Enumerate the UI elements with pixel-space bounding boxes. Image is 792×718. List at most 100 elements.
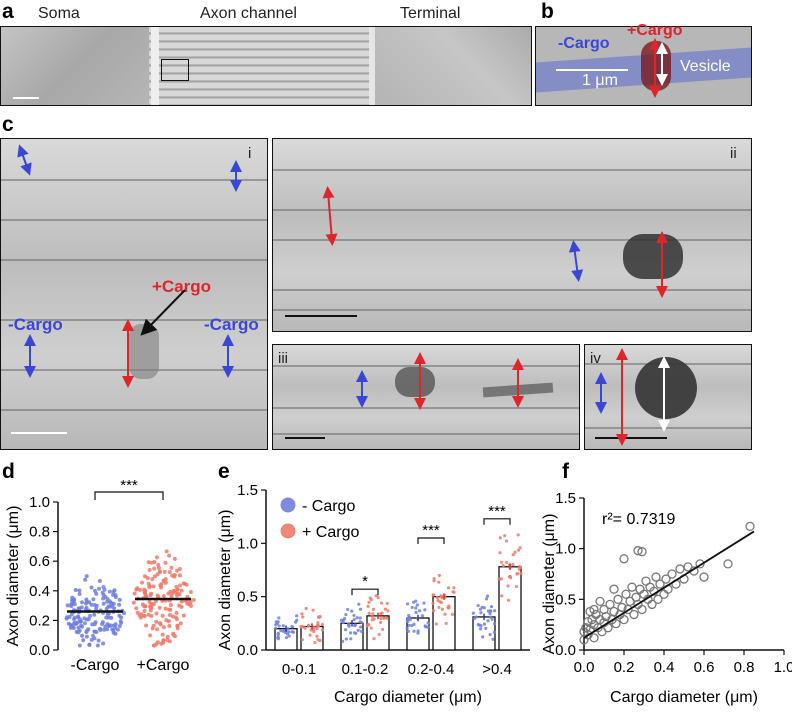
d-point [178, 583, 183, 588]
e-point [304, 606, 308, 611]
d-point [147, 585, 152, 590]
e-point [276, 635, 280, 640]
d-point [167, 570, 172, 575]
d-point [71, 625, 76, 630]
c-minus-cargo-right-label: -Cargo [204, 315, 259, 334]
e-point [416, 631, 420, 635]
e-point [356, 628, 360, 632]
d-point [149, 591, 154, 596]
e-point [440, 607, 445, 611]
d-point [155, 627, 160, 632]
f-point [745, 521, 755, 532]
e-point [287, 630, 291, 634]
d-point [150, 577, 155, 582]
e-point [431, 593, 435, 597]
d-point [117, 623, 122, 628]
e-point [517, 564, 522, 569]
f-xtick-label: 0.8 [734, 659, 755, 676]
e-point [497, 577, 501, 581]
e-point [440, 596, 444, 600]
e-point [371, 612, 375, 616]
f-point [611, 619, 621, 629]
e-point [509, 576, 513, 580]
e-point [476, 603, 480, 608]
e-point [482, 622, 487, 626]
d-point [77, 643, 82, 648]
d-point [95, 643, 100, 648]
scale-bar-a [13, 97, 39, 99]
d-point [158, 622, 163, 627]
d-point [111, 628, 116, 633]
e-point [342, 617, 347, 621]
chart-d: 0.0 0.2 0.4 0.6 0.8 1.0 Axon diameter (μm) -Car… [5, 477, 196, 674]
e-point [276, 620, 280, 624]
d-point [91, 597, 96, 602]
d-point [160, 613, 165, 618]
e-point [488, 611, 492, 616]
d-point [94, 603, 99, 608]
sublabel-iii: iii [278, 350, 288, 367]
e-point [320, 628, 324, 632]
d-sig-label: *** [120, 477, 138, 494]
e-point [379, 616, 383, 621]
d-point [104, 615, 109, 620]
d-point [117, 597, 122, 602]
f-fit-line [583, 530, 755, 639]
panel-label-b: b [541, 0, 554, 23]
d-point [89, 585, 94, 590]
d-point [119, 620, 124, 625]
d-point [149, 602, 154, 607]
d-point [70, 598, 75, 603]
f-point [629, 609, 639, 620]
d-point [92, 636, 97, 641]
d-point [110, 601, 115, 606]
e-ytick-label: 0.5 [237, 589, 258, 606]
sublabel-i: i [248, 145, 252, 162]
b-scale-label: 1 μm [582, 72, 618, 89]
e-point [407, 623, 411, 627]
d-point [143, 604, 148, 609]
d-xtick-label: -Cargo [71, 657, 120, 674]
e-point [414, 606, 418, 610]
d-point [80, 633, 85, 638]
d-point [132, 591, 137, 596]
f-xtick-label: 0.4 [654, 659, 675, 676]
d-point [188, 590, 193, 595]
f-point [699, 572, 709, 582]
e-point [344, 637, 348, 641]
e-point [315, 627, 319, 631]
panel-label-d: d [2, 460, 15, 483]
e-point [513, 550, 517, 554]
e-sig-bracket [351, 588, 379, 596]
e-point [414, 610, 418, 614]
e-bar [366, 615, 390, 651]
e-ytick-label: 1.5 [237, 482, 258, 499]
panel-label-a: a [2, 0, 14, 23]
d-point [76, 614, 81, 619]
d-point [69, 604, 74, 609]
e-point [274, 626, 278, 630]
e-point [380, 627, 385, 632]
d-point [92, 612, 97, 617]
e-ytick-label: 1.0 [237, 535, 258, 552]
e-point [380, 601, 384, 605]
e-point [511, 553, 515, 557]
f-point [617, 602, 627, 613]
e-point [306, 623, 311, 627]
e-legend-label: - Cargo [302, 498, 355, 515]
f-point [653, 594, 663, 604]
d-point [85, 628, 90, 633]
e-point [385, 601, 389, 606]
d-point [107, 604, 112, 609]
f-ytick-label: 0.5 [555, 591, 576, 608]
d-point [76, 630, 81, 635]
e-point [410, 623, 414, 628]
e-xtick-label: 0.2-0.4 [408, 661, 455, 678]
e-point [377, 632, 381, 637]
e-point [348, 631, 353, 635]
e-point [485, 594, 490, 598]
e-point [503, 534, 507, 538]
d-point [77, 592, 82, 597]
e-legend-marker [280, 523, 296, 539]
d-point [145, 576, 150, 581]
